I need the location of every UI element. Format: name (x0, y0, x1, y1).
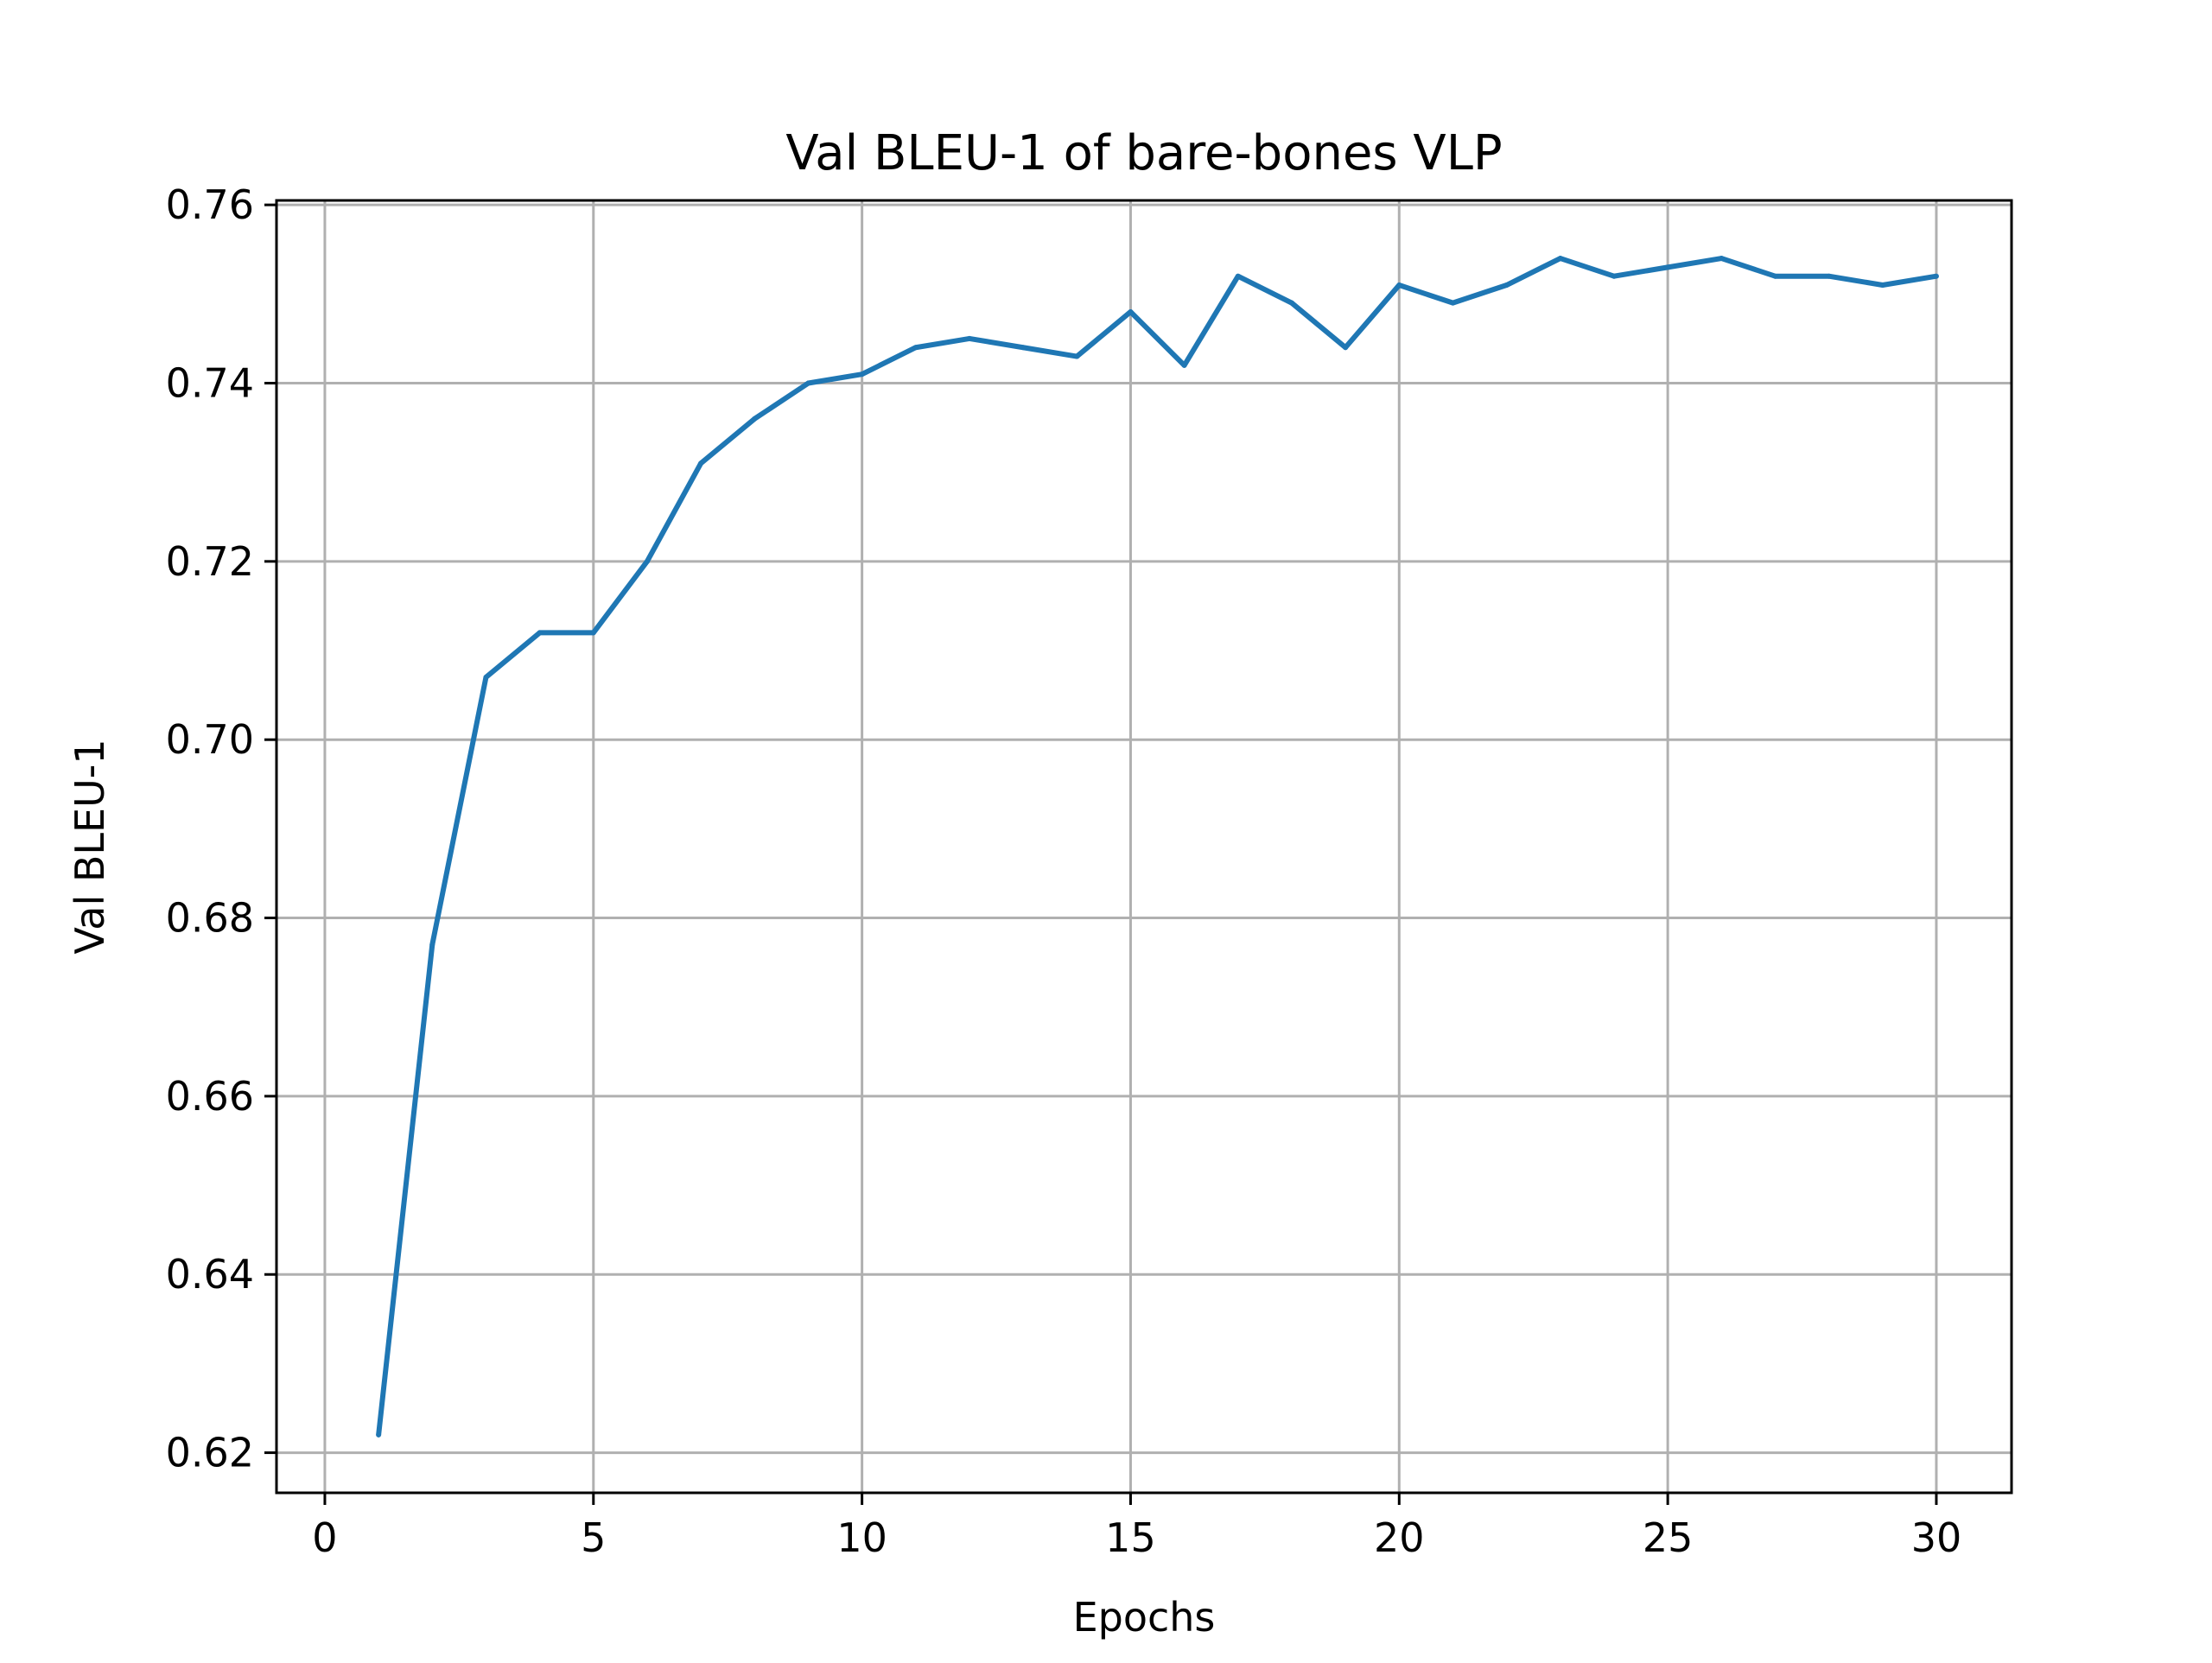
series-layer (376, 256, 1939, 1438)
data-point (1557, 256, 1563, 262)
y-tick-label: 0.64 (166, 1251, 254, 1298)
data-point (1020, 345, 1027, 351)
data-point (1288, 300, 1294, 306)
y-tick-label: 0.66 (166, 1073, 254, 1120)
grid-layer (276, 200, 2012, 1493)
x-tick-label: 0 (312, 1514, 337, 1561)
y-axis-label: Val BLEU-1 (67, 739, 113, 954)
x-tick-label: 20 (1374, 1514, 1425, 1561)
data-point (1772, 273, 1778, 279)
data-point (859, 371, 865, 378)
data-point (590, 630, 596, 636)
data-point (1343, 345, 1349, 351)
data-point (1396, 282, 1402, 289)
y-tick-label: 0.74 (166, 360, 254, 407)
data-point (1181, 362, 1187, 368)
data-point (752, 416, 758, 422)
data-point (376, 1431, 382, 1438)
x-tick-label: 25 (1643, 1514, 1694, 1561)
data-point (966, 335, 972, 341)
series-line (376, 256, 1937, 1436)
data-point (537, 630, 543, 636)
data-point (429, 942, 435, 948)
x-tick-label: 10 (836, 1514, 887, 1561)
data-point (698, 460, 704, 467)
x-tick-label: 5 (581, 1514, 606, 1561)
data-point (1074, 353, 1080, 359)
y-tick-label: 0.62 (166, 1430, 254, 1476)
y-tick-label: 0.72 (166, 538, 254, 585)
x-axis-label: Epochs (1073, 1594, 1216, 1641)
data-point (1879, 282, 1885, 289)
data-point (1503, 282, 1510, 289)
data-point (1826, 273, 1832, 279)
y-tick-label: 0.70 (166, 716, 254, 763)
data-point (1933, 273, 1939, 279)
data-point (483, 674, 489, 680)
data-point (1450, 300, 1456, 306)
data-point (1128, 308, 1134, 314)
axes-frame (275, 199, 2013, 1495)
y-tick-label: 0.76 (166, 181, 254, 228)
data-point (1665, 264, 1671, 270)
ticks-layer: 0 5 10 15 20 25 30 0.62 0.64 0.66 0.68 0.70 0.72 0.74… (166, 181, 1962, 1561)
data-point (1719, 256, 1725, 262)
y-tick-label: 0.68 (166, 895, 254, 942)
data-point (912, 345, 918, 351)
data-point (1611, 273, 1617, 279)
data-point (1235, 273, 1241, 279)
data-point (644, 558, 650, 564)
chart-title: Val BLEU-1 of bare-bones VLP (785, 125, 1502, 181)
x-tick-label: 30 (1911, 1514, 1962, 1561)
x-tick-label: 15 (1105, 1514, 1156, 1561)
data-point (805, 380, 811, 386)
